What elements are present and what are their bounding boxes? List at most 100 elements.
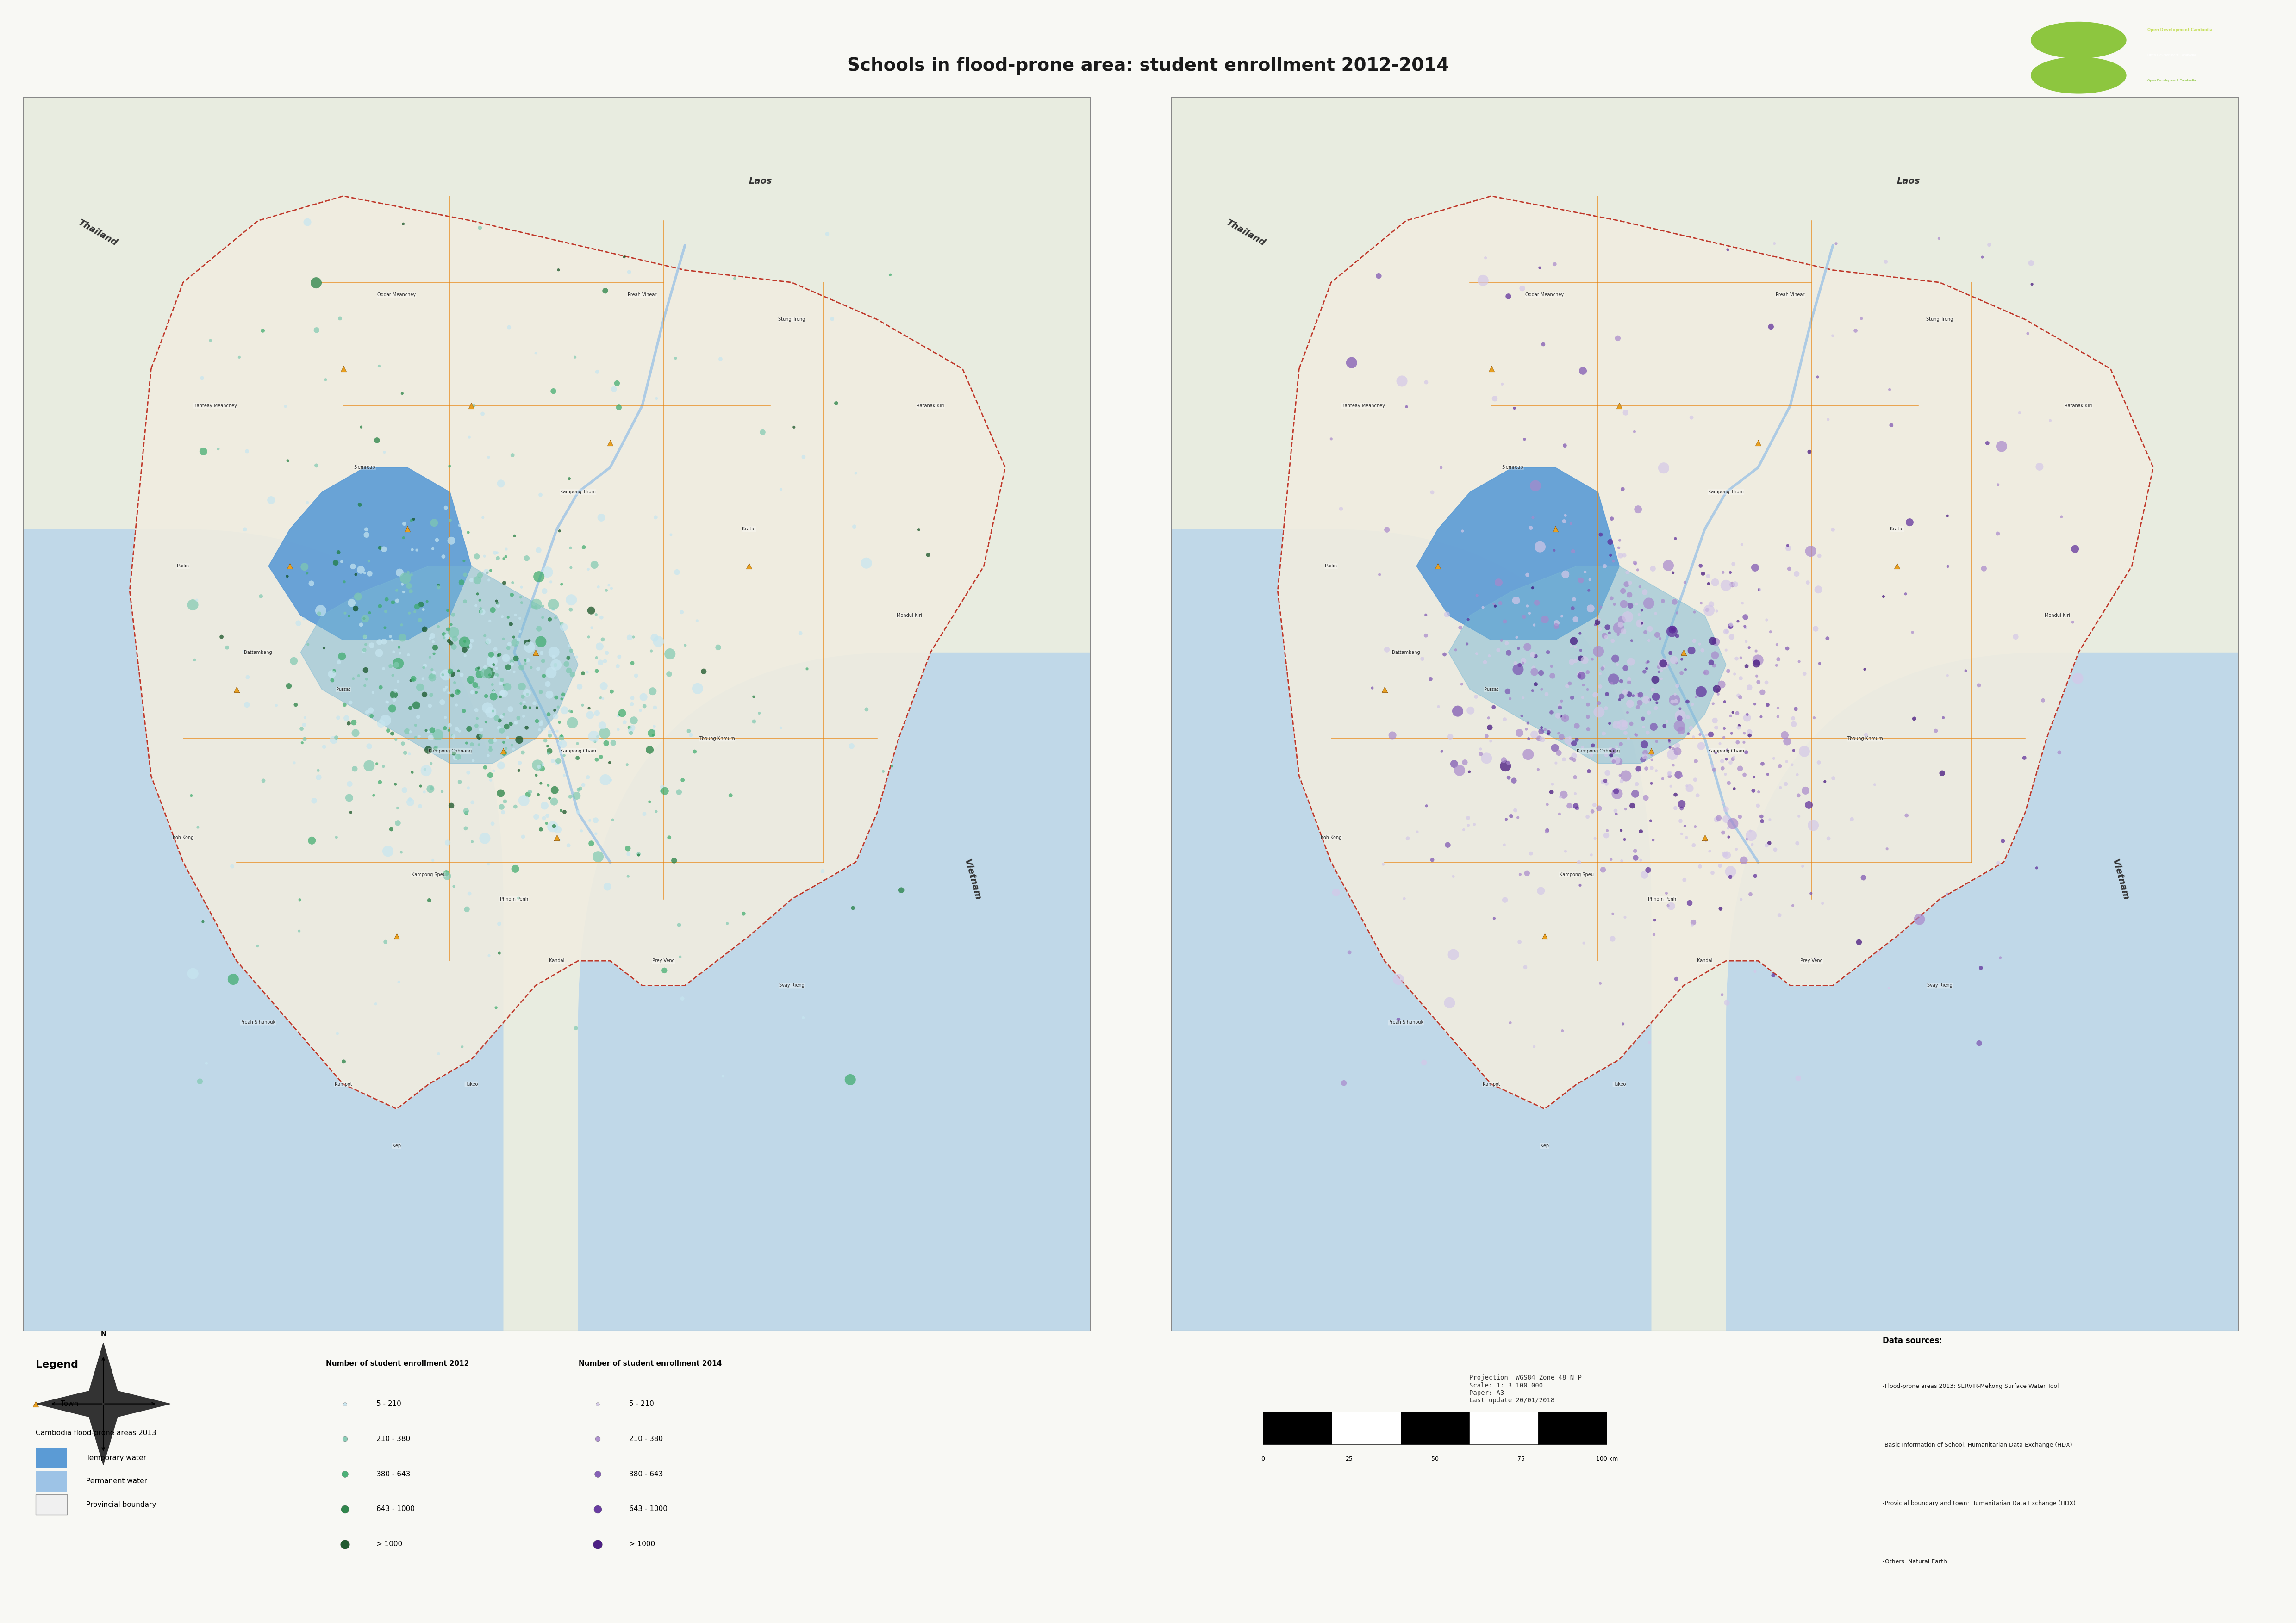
Point [420, 722, 457, 748]
Point [627, 800, 664, 826]
Point [461, 732, 498, 758]
Text: -Basic Information of School: Humanitarian Data Exchange (HDX): -Basic Information of School: Humanitari… [1883, 1441, 2073, 1448]
Point [1688, 659, 1724, 685]
Point [452, 393, 489, 419]
Point [1557, 781, 1593, 807]
Point [1660, 734, 1697, 760]
Point [450, 716, 487, 742]
Point [1651, 727, 1688, 753]
Point [1557, 635, 1593, 661]
Point [1637, 667, 1674, 693]
Point [553, 700, 590, 725]
Point [1683, 553, 1720, 579]
Point [381, 639, 418, 665]
Point [1458, 641, 1495, 667]
Text: -Others: Natural Earth: -Others: Natural Earth [1883, 1558, 1947, 1565]
Point [1598, 779, 1635, 805]
Text: Open Development Cambodia: Open Development Cambodia [2147, 28, 2213, 32]
Point [455, 829, 491, 855]
Point [1458, 583, 1495, 609]
Point [439, 716, 475, 742]
Point [1580, 609, 1616, 635]
Point [1699, 677, 1736, 703]
Point [184, 365, 220, 391]
Point [184, 909, 220, 935]
Point [726, 901, 762, 927]
Point [333, 589, 370, 615]
Point [1541, 703, 1577, 729]
Point [2043, 503, 2080, 529]
FancyBboxPatch shape [850, 529, 1651, 1623]
Point [514, 594, 551, 620]
Point [489, 635, 526, 661]
Point [471, 628, 507, 654]
Point [243, 318, 280, 344]
Point [558, 782, 595, 808]
Point [1649, 709, 1685, 735]
Point [1603, 607, 1639, 633]
Point [590, 573, 627, 599]
Point [1481, 591, 1518, 617]
Point [581, 844, 618, 870]
Point [386, 211, 422, 237]
Point [1685, 824, 1722, 850]
Point [214, 854, 250, 880]
Point [1662, 790, 1699, 816]
Point [1706, 761, 1743, 787]
Point [425, 779, 461, 805]
Point [1499, 625, 1536, 651]
Text: Oddar Meanchey: Oddar Meanchey [1525, 292, 1564, 297]
Point [317, 657, 354, 683]
Point [661, 779, 698, 805]
Text: Preah Vihear: Preah Vihear [627, 292, 657, 297]
Point [1559, 727, 1596, 753]
Point [1536, 516, 1573, 542]
Point [1561, 638, 1598, 664]
Point [533, 570, 569, 596]
Point [1736, 764, 1773, 790]
Point [1844, 305, 1880, 331]
Text: Cambodia flood-prone areas 2013: Cambodia flood-prone areas 2013 [37, 1430, 156, 1436]
Point [1697, 756, 1733, 782]
Point [413, 664, 450, 690]
Point [319, 1021, 356, 1047]
Point [1463, 735, 1499, 761]
Text: 643 - 1000: 643 - 1000 [377, 1506, 416, 1513]
Point [1589, 760, 1626, 786]
Point [459, 566, 496, 592]
Point [1626, 714, 1662, 740]
Point [448, 800, 484, 826]
Point [1658, 966, 1694, 992]
Point [1612, 711, 1649, 737]
Point [700, 635, 737, 661]
Point [393, 789, 429, 815]
Point [1612, 665, 1649, 691]
Point [2014, 250, 2050, 276]
Point [287, 725, 324, 751]
Point [1711, 657, 1747, 683]
Point [1658, 623, 1694, 649]
Text: Stung Treng: Stung Treng [778, 316, 806, 321]
Point [1580, 700, 1616, 725]
Point [1711, 769, 1747, 795]
Point [1548, 432, 1584, 458]
Point [1761, 774, 1798, 800]
Point [1534, 662, 1570, 688]
Point [1674, 404, 1711, 430]
Point [1998, 623, 2034, 649]
Point [1779, 761, 1816, 787]
Point [579, 1391, 615, 1417]
Point [461, 596, 498, 622]
Point [1678, 683, 1715, 709]
Point [1515, 505, 1552, 531]
Point [1929, 553, 1965, 579]
Point [576, 729, 613, 755]
Point [388, 719, 425, 745]
Point [1440, 698, 1476, 724]
Point [1706, 724, 1743, 750]
Point [599, 703, 636, 729]
Point [1603, 542, 1639, 568]
Point [1619, 695, 1655, 721]
Point [379, 810, 416, 836]
Point [537, 652, 574, 678]
